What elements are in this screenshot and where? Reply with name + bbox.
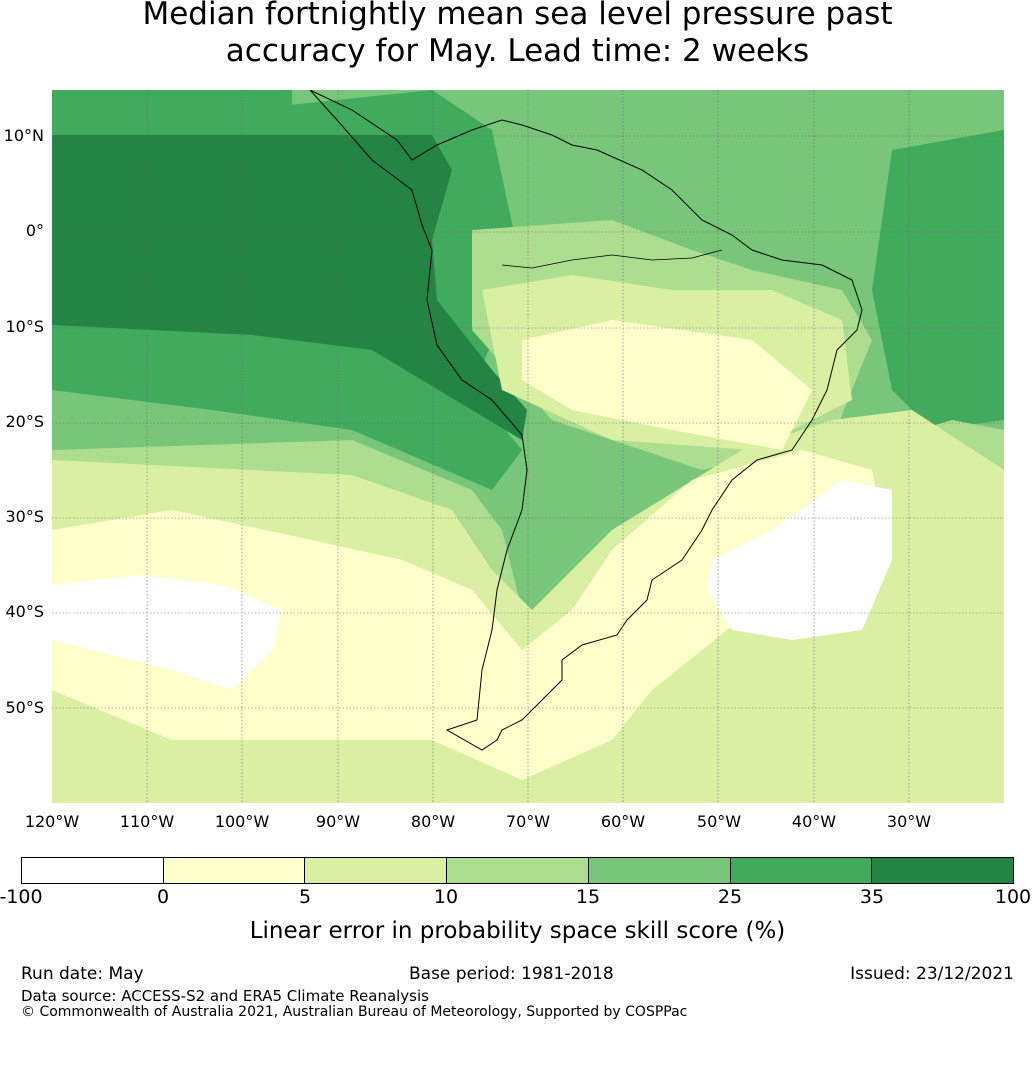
lon-label-110w: 110°W xyxy=(119,812,175,831)
lat-label-50s: 50°S xyxy=(5,698,44,717)
colorbar-tick: 25 xyxy=(717,886,743,908)
band-25-35-atlantic xyxy=(872,130,1004,430)
graticule xyxy=(52,90,1004,803)
lat-label-0: 0° xyxy=(25,221,44,240)
band-0-5-continent xyxy=(522,320,812,450)
colorbar-segment xyxy=(730,858,873,883)
issued-date: Issued: 23/12/2021 xyxy=(850,964,1014,984)
base-period: Base period: 1981-2018 xyxy=(409,964,614,984)
lon-label-90w: 90°W xyxy=(315,812,361,831)
coastline xyxy=(309,90,863,751)
colorbar-segment xyxy=(22,858,164,883)
colorbar-tick: 5 xyxy=(298,886,312,908)
band-35-100-pacific xyxy=(52,135,527,440)
title-line-2: accuracy for May. Lead time: 2 weeks xyxy=(225,33,810,69)
skill-score-map xyxy=(52,90,1004,803)
colorbar-tick: 0 xyxy=(156,886,170,908)
copyright: © Commonwealth of Australia 2021, Austra… xyxy=(21,1004,688,1020)
colorbar-segment xyxy=(163,858,306,883)
lon-label-40w: 40°W xyxy=(791,812,837,831)
lat-label-30s: 30°S xyxy=(5,507,44,526)
lon-label-80w: 80°W xyxy=(410,812,456,831)
lat-label-40s: 40°S xyxy=(5,602,44,621)
colorbar-segment xyxy=(305,858,448,883)
band-0-5 xyxy=(52,450,882,780)
colorbar-tick: 100 xyxy=(994,886,1032,908)
lon-label-100w: 100°W xyxy=(214,812,270,831)
lat-label-20s: 20°S xyxy=(5,412,44,431)
colorbar-segment xyxy=(872,858,1014,883)
colorbar-segment xyxy=(588,858,731,883)
map-canvas xyxy=(52,90,1004,803)
colorbar-tick: 15 xyxy=(575,886,601,908)
lon-label-70w: 70°W xyxy=(505,812,551,831)
colorbar-tick: 35 xyxy=(859,886,885,908)
data-source: Data source: ACCESS-S2 and ERA5 Climate … xyxy=(21,987,429,1005)
band-negative-pacific xyxy=(52,575,282,690)
amazon-river xyxy=(501,249,723,269)
title-line-1: Median fortnightly mean sea level pressu… xyxy=(142,0,893,32)
lon-label-60w: 60°W xyxy=(600,812,646,831)
map-title: Median fortnightly mean sea level pressu… xyxy=(0,0,1035,70)
lat-label-10n: 10°N xyxy=(3,126,44,145)
colorbar-tick: 10 xyxy=(433,886,459,908)
lon-label-120w: 120°W xyxy=(24,812,80,831)
colorbar-tick: -100 xyxy=(0,886,43,908)
lon-label-30w: 30°W xyxy=(886,812,932,831)
colorbar xyxy=(21,857,1014,884)
colorbar-segment xyxy=(447,858,589,883)
band-negative-atlantic xyxy=(707,480,892,640)
colorbar-label: Linear error in probability space skill … xyxy=(249,918,786,944)
run-date: Run date: May xyxy=(21,964,144,984)
lat-label-10s: 10°S xyxy=(5,317,44,336)
lon-label-50w: 50°W xyxy=(696,812,742,831)
